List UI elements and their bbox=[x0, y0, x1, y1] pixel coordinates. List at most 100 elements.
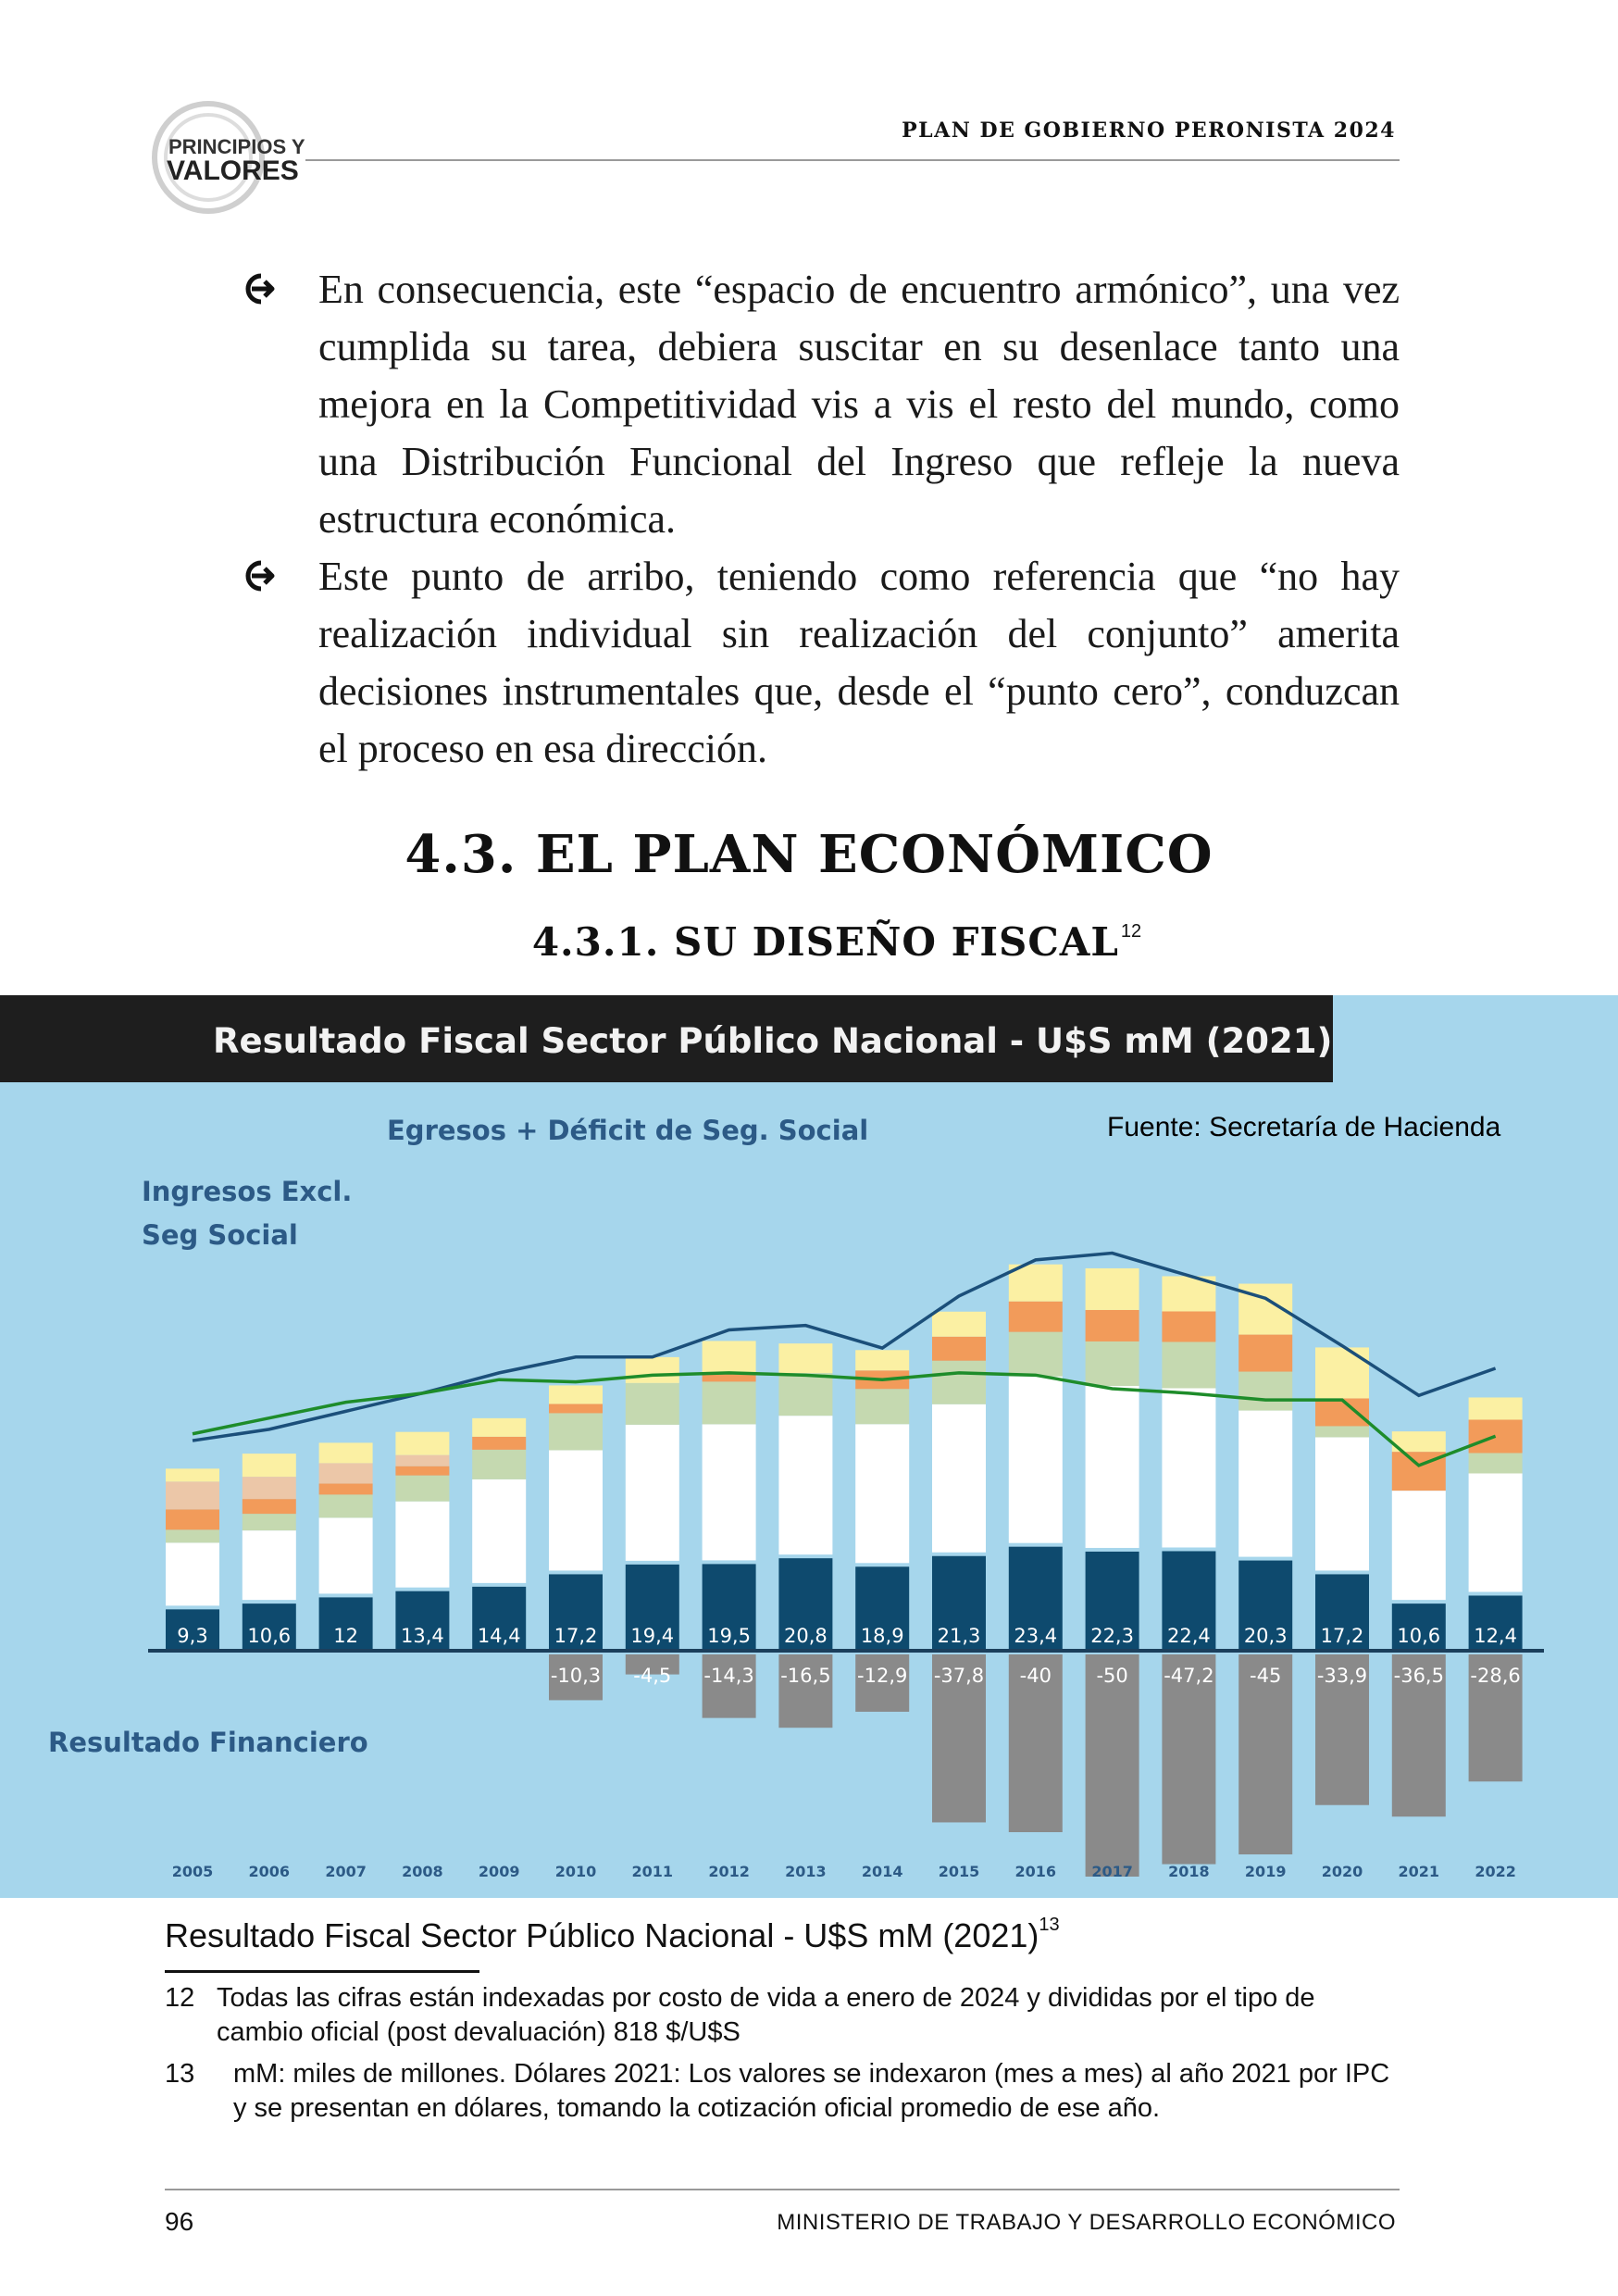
positive-value-label: 10,6 bbox=[1397, 1625, 1440, 1647]
negative-value-label: -45 bbox=[1250, 1665, 1281, 1687]
x-tick-label: 2014 bbox=[862, 1863, 903, 1880]
stack-segment-yellow bbox=[1391, 1431, 1446, 1453]
resultado-negative-bar bbox=[778, 1654, 833, 1728]
resultado-negative-bar bbox=[702, 1654, 756, 1718]
bullet-item: En consecuencia, este “espacio de encuen… bbox=[243, 261, 1400, 548]
stack-segment-yellow bbox=[318, 1442, 373, 1464]
header-divider bbox=[305, 159, 1400, 161]
resultado-positive-bar bbox=[932, 1555, 986, 1651]
positive-value-label: 12,4 bbox=[1474, 1625, 1517, 1647]
resultado-positive-bar bbox=[778, 1558, 833, 1651]
stack-segment-green bbox=[242, 1514, 296, 1531]
stack-segment-white bbox=[395, 1501, 450, 1588]
resultado-negative-bar bbox=[1008, 1654, 1063, 1832]
resultado-financiero-label: Resultado Financiero bbox=[48, 1727, 368, 1758]
stack-segment-white bbox=[242, 1530, 296, 1601]
stack-segment-peach bbox=[318, 1463, 373, 1484]
footnote-text: mM: miles de millones. Dólares 2021: Los… bbox=[233, 2059, 1390, 2123]
stack-segment-white bbox=[702, 1424, 756, 1561]
stack-segment-white bbox=[1391, 1491, 1446, 1601]
negative-value-label: -33,9 bbox=[1317, 1665, 1367, 1687]
x-tick-label: 2011 bbox=[632, 1863, 674, 1880]
stack-segment-yellow bbox=[1085, 1267, 1139, 1310]
stack-segment-orange bbox=[549, 1404, 603, 1414]
stack-segment-green bbox=[1085, 1341, 1139, 1386]
positive-value-label: 10,6 bbox=[247, 1625, 291, 1647]
stack-segment-green bbox=[1315, 1426, 1369, 1438]
positive-value-label: 22,4 bbox=[1167, 1625, 1211, 1647]
x-tick-label: 2017 bbox=[1091, 1863, 1133, 1880]
footnote-number: 12 bbox=[165, 1983, 195, 2013]
negative-value-label: -47,2 bbox=[1164, 1665, 1214, 1687]
negative-value-label: -28,6 bbox=[1470, 1665, 1520, 1687]
stack-segment-orange bbox=[1085, 1309, 1139, 1341]
footnote-ref-12: 12 bbox=[1120, 921, 1142, 942]
stack-segment-green bbox=[472, 1449, 527, 1479]
subsection-heading-wrap: 4.3.1. SU DISEÑO FISCAL 12 bbox=[0, 919, 1618, 965]
stack-segment-orange bbox=[1315, 1398, 1369, 1427]
resultado-negative-bar bbox=[549, 1654, 603, 1701]
stack-segment-orange bbox=[702, 1373, 756, 1382]
stack-segment-yellow bbox=[932, 1311, 986, 1337]
chart-x-axis: 2005 2006 2007 2008 2009 2010 2011 2012 2013 2014… bbox=[172, 1863, 1516, 1880]
negative-value-label: -40 bbox=[1020, 1665, 1052, 1687]
stack-segment-yellow bbox=[625, 1356, 679, 1383]
stack-segment-green bbox=[395, 1475, 450, 1502]
stack-segment-white bbox=[318, 1517, 373, 1594]
stack-segment-white bbox=[1008, 1376, 1063, 1543]
stack-segment-white bbox=[778, 1416, 833, 1555]
resultado-negative-bar bbox=[625, 1654, 679, 1675]
x-tick-label: 2005 bbox=[172, 1863, 214, 1880]
stack-segment-orange bbox=[395, 1466, 450, 1476]
x-tick-label: 2007 bbox=[325, 1863, 367, 1880]
resultado-negative-bar bbox=[1085, 1654, 1139, 1877]
principios-y-valores-logo: PRINCIPIOS Y VALORES bbox=[152, 101, 305, 214]
bullet-list: En consecuencia, este “espacio de encuen… bbox=[243, 261, 1400, 778]
chart-bars bbox=[166, 1264, 1523, 1877]
subsection-heading: 4.3.1. SU DISEÑO FISCAL bbox=[531, 919, 1119, 965]
stack-segment-white bbox=[932, 1404, 986, 1553]
stack-segment-green bbox=[855, 1389, 910, 1425]
stack-segment-white bbox=[1468, 1473, 1523, 1592]
stack-segment-white bbox=[549, 1450, 603, 1571]
stack-segment-white bbox=[855, 1424, 910, 1564]
positive-value-label: 17,2 bbox=[554, 1625, 598, 1647]
stack-segment-white bbox=[1162, 1388, 1216, 1548]
stack-segment-white bbox=[472, 1479, 527, 1583]
stack-segment-orange bbox=[1008, 1301, 1063, 1332]
positive-value-label: 21,3 bbox=[938, 1625, 981, 1647]
stack-segment-yellow bbox=[702, 1341, 756, 1374]
stack-segment-green bbox=[1162, 1341, 1216, 1389]
footnote-divider bbox=[165, 1970, 479, 1973]
chart-value-labels: 9,3 10,6 12 13,4 14,4 17,2 -10,3 19,4 -4,5 19,5 -1… bbox=[177, 1625, 1520, 1687]
resultado-negative-bar bbox=[1315, 1654, 1369, 1805]
resultado-positive-bar bbox=[625, 1564, 679, 1651]
stack-segment-white bbox=[1238, 1410, 1293, 1557]
x-tick-label: 2009 bbox=[479, 1863, 520, 1880]
stack-segment-peach bbox=[242, 1477, 296, 1500]
footer-ministry: MINISTERIO DE TRABAJO Y DESARROLLO ECONÓ… bbox=[777, 2210, 1396, 2235]
stack-segment-orange bbox=[472, 1436, 527, 1450]
page-number: 96 bbox=[165, 2207, 194, 2236]
stack-segment-green bbox=[166, 1529, 219, 1543]
positive-value-label: 14,4 bbox=[478, 1625, 521, 1647]
fiscal-result-chart: Resultado Fiscal Sector Público Nacional… bbox=[0, 995, 1618, 1898]
negative-value-label: -37,8 bbox=[934, 1665, 984, 1687]
x-tick-label: 2019 bbox=[1245, 1863, 1287, 1880]
resultado-negative-bar bbox=[1468, 1654, 1523, 1782]
resultado-positive-bar bbox=[1085, 1551, 1139, 1651]
positive-value-label: 20,8 bbox=[784, 1625, 828, 1647]
x-tick-label: 2010 bbox=[555, 1863, 597, 1880]
resultado-negative-bar bbox=[1162, 1654, 1216, 1865]
stack-segment-yellow bbox=[778, 1343, 833, 1374]
circled-arrow-icon bbox=[245, 273, 275, 305]
positive-value-label: 23,4 bbox=[1014, 1625, 1057, 1647]
footnote-12: 12 Todas las cifras están indexadas por … bbox=[165, 1981, 1405, 2050]
resultado-positive-bar bbox=[855, 1566, 910, 1651]
resultado-negative-bar bbox=[932, 1654, 986, 1823]
stack-segment-peach bbox=[395, 1454, 450, 1466]
stack-segment-orange bbox=[1238, 1334, 1293, 1372]
resultado-positive-bar bbox=[242, 1603, 296, 1651]
positive-value-label: 18,9 bbox=[861, 1625, 904, 1647]
x-tick-label: 2008 bbox=[402, 1863, 443, 1880]
